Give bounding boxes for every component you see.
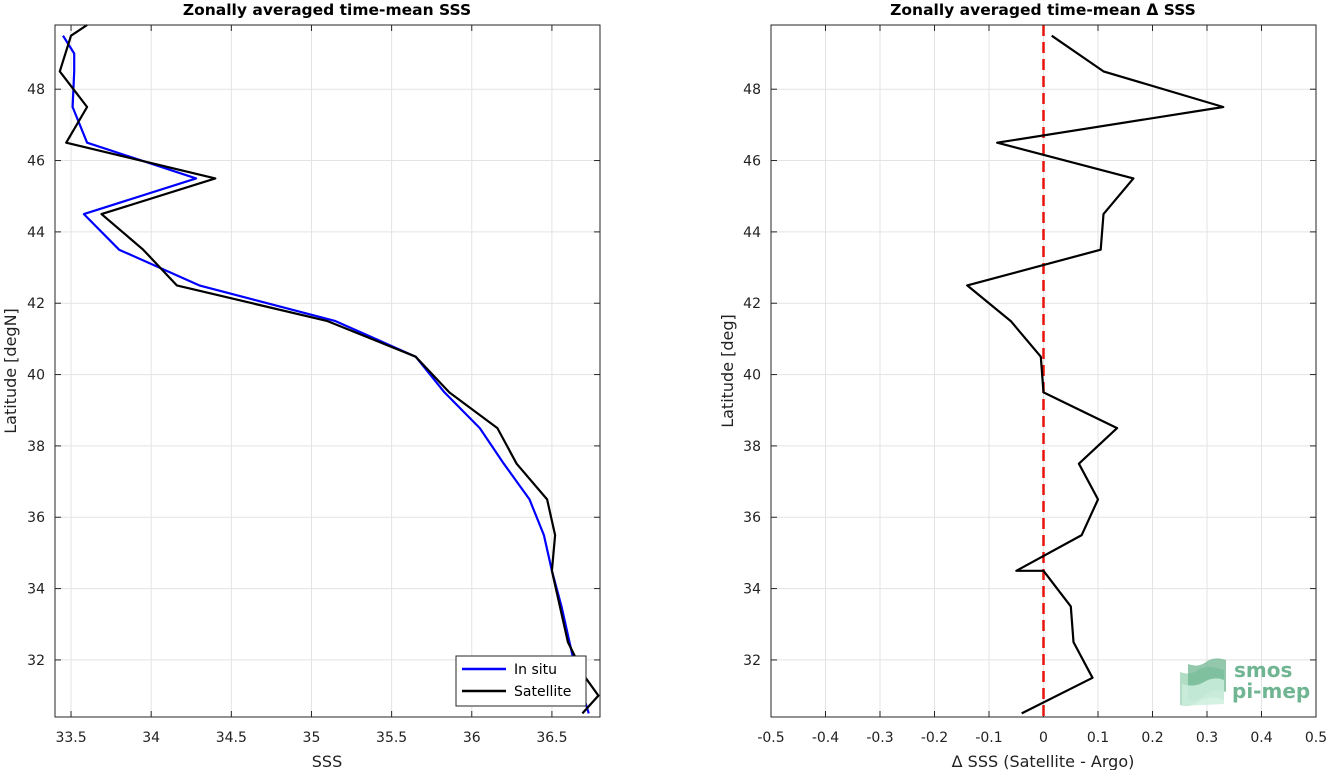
- right-axes-box: [770, 24, 1317, 718]
- left-y-tick-label: 44: [27, 225, 45, 241]
- left-x-tick-label: 34.5: [216, 730, 247, 746]
- legend-box: [455, 655, 587, 707]
- left-x-ticks: 33.5 34 34.5 35 35.5 36 36.5: [55, 25, 567, 746]
- right-y-tick-label: 42: [743, 296, 761, 312]
- left-plot-area: [55, 25, 600, 717]
- right-x-tick-label: 0.1: [1087, 730, 1109, 746]
- legend-label-satellite: Satellite: [514, 684, 571, 700]
- right-x-ticks: -0.5 -0.4 -0.3 -0.2 -0.1 0 0.1 0.2 0.3 0.4 0.5: [757, 25, 1327, 746]
- right-x-tick-label: -0.5: [757, 730, 784, 746]
- right-y-ticks: 32 34 36 38 40 42 44 46 48: [743, 82, 1316, 669]
- right-chart-title: Zonally averaged time-mean Δ SSS: [890, 1, 1196, 19]
- logo-wave-icon: [1180, 658, 1226, 706]
- left-y-tick-label: 46: [27, 154, 45, 170]
- right-series-line-difference: [966, 34, 1225, 715]
- logo-text-smos: smos: [1234, 658, 1292, 682]
- right-y-tick-label: 44: [743, 225, 761, 241]
- right-x-axis-label: Δ SSS (Satellite - Argo): [952, 752, 1135, 770]
- right-x-tick-label: 0.5: [1305, 730, 1327, 746]
- left-x-tick-label: 34: [142, 730, 160, 746]
- right-x-tick-label: 0.4: [1250, 730, 1272, 746]
- smos-pimep-logo: smos pi-mep: [1180, 658, 1310, 706]
- left-series-line-satellite: [58, 24, 600, 715]
- left-y-tick-label: 40: [27, 368, 45, 384]
- right-y-tick-label: 40: [743, 368, 761, 384]
- left-x-tick-label: 33.5: [55, 730, 86, 746]
- right-x-tick-label: 0.3: [1196, 730, 1218, 746]
- left-gridlines: [55, 25, 600, 717]
- logo-text-pimep: pi-mep: [1232, 679, 1310, 703]
- right-x-tick-label: -0.2: [921, 730, 948, 746]
- right-y-tick-label: 38: [743, 439, 761, 455]
- left-y-tick-label: 32: [27, 653, 45, 669]
- right-y-tick-label: 46: [743, 154, 761, 170]
- right-y-tick-label: 32: [743, 653, 761, 669]
- left-y-tick-label: 48: [27, 82, 45, 98]
- left-y-ticks: 32 34 36 38 40 42 44 46 48: [27, 82, 600, 669]
- left-x-tick-label: 35.5: [376, 730, 407, 746]
- right-y-tick-label: 48: [743, 82, 761, 98]
- left-x-axis-label: SSS: [312, 752, 342, 770]
- right-y-tick-label: 34: [743, 582, 761, 598]
- left-y-tick-label: 42: [27, 296, 45, 312]
- left-x-tick-label: 36: [463, 730, 481, 746]
- left-y-tick-label: 34: [27, 582, 45, 598]
- right-panel: -0.5 -0.4 -0.3 -0.2 -0.1 0 0.1 0.2 0.3 0.4 0.5 323…: [718, 1, 1327, 770]
- right-x-tick-label: -0.4: [812, 730, 839, 746]
- left-y-axis-label: Latitude [degN]: [1, 308, 20, 434]
- right-x-tick-label: -0.3: [866, 730, 893, 746]
- right-series-lines: [966, 34, 1225, 715]
- left-x-tick-label: 36.5: [536, 730, 567, 746]
- right-y-tick-label: 36: [743, 510, 761, 526]
- legend-label-in-situ: In situ: [514, 662, 557, 678]
- right-x-tick-label: -0.1: [975, 730, 1002, 746]
- left-axes-box: [54, 24, 601, 718]
- right-x-tick-label: 0: [1039, 730, 1048, 746]
- legend: In situ Satellite: [455, 655, 587, 707]
- left-x-tick-label: 35: [303, 730, 321, 746]
- left-series-lines: [58, 24, 600, 715]
- left-y-tick-label: 36: [27, 510, 45, 526]
- left-y-tick-label: 38: [27, 439, 45, 455]
- left-chart-title: Zonally averaged time-mean SSS: [183, 1, 471, 19]
- right-y-axis-label: Latitude [deg]: [718, 314, 737, 428]
- right-x-tick-label: 0.2: [1141, 730, 1163, 746]
- left-panel: 33.5 34 34.5 35 35.5 36 36.5 32 34 36 38 40 42 44 46 4…: [1, 1, 601, 770]
